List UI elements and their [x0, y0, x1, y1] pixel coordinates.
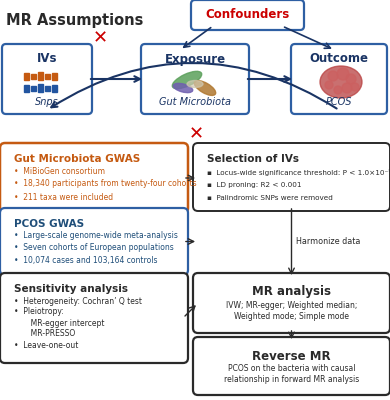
Text: ▪  Palindromic SNPs were removed: ▪ Palindromic SNPs were removed: [207, 195, 333, 201]
Text: Gut Microbiota: Gut Microbiota: [159, 97, 231, 107]
Bar: [52, 72, 57, 80]
Text: PCOS on the bacteria with causal
relationship in forward MR analysis: PCOS on the bacteria with causal relatio…: [224, 364, 359, 384]
Bar: [31, 74, 35, 78]
FancyBboxPatch shape: [193, 273, 390, 333]
FancyBboxPatch shape: [2, 44, 92, 114]
Bar: [31, 86, 35, 90]
Text: •  Large-scale genome-wide meta-analysis: • Large-scale genome-wide meta-analysis: [14, 232, 178, 240]
Text: •  Leave-one-out: • Leave-one-out: [14, 340, 78, 350]
Text: Exposure: Exposure: [165, 52, 225, 66]
Text: Sensitivity analysis: Sensitivity analysis: [14, 284, 128, 294]
Ellipse shape: [173, 83, 193, 93]
Text: Confounders: Confounders: [206, 8, 290, 22]
Text: •  211 taxa were included: • 211 taxa were included: [14, 192, 113, 202]
Bar: [24, 72, 28, 80]
FancyBboxPatch shape: [193, 143, 390, 211]
Text: MR Assumptions: MR Assumptions: [6, 13, 144, 28]
FancyBboxPatch shape: [193, 337, 390, 395]
Text: ✕: ✕: [92, 29, 108, 47]
Text: ▪  LD proning: R2 < 0.001: ▪ LD proning: R2 < 0.001: [207, 182, 301, 188]
Text: Selection of IVs: Selection of IVs: [207, 154, 299, 164]
FancyBboxPatch shape: [0, 143, 188, 213]
Ellipse shape: [351, 83, 359, 91]
FancyBboxPatch shape: [0, 208, 188, 275]
Text: •  MiBioGen consortium: • MiBioGen consortium: [14, 166, 105, 176]
Text: Outcome: Outcome: [310, 52, 369, 66]
Text: PCOS: PCOS: [326, 97, 352, 107]
FancyBboxPatch shape: [191, 0, 304, 30]
Text: •  Pleiotropy:: • Pleiotropy:: [14, 308, 64, 316]
FancyBboxPatch shape: [141, 44, 249, 114]
Bar: [45, 86, 50, 90]
Text: Gut Microbiota GWAS: Gut Microbiota GWAS: [14, 154, 140, 164]
Text: ✕: ✕: [188, 125, 204, 143]
Bar: [38, 72, 43, 80]
Text: •  Heterogeneity: Cochran’ Q test: • Heterogeneity: Cochran’ Q test: [14, 296, 142, 306]
FancyBboxPatch shape: [291, 44, 387, 114]
Ellipse shape: [328, 71, 338, 81]
Ellipse shape: [325, 81, 333, 89]
Ellipse shape: [172, 71, 202, 89]
Ellipse shape: [194, 81, 216, 95]
Text: •  10,074 cases and 103,164 controls: • 10,074 cases and 103,164 controls: [14, 256, 158, 264]
Bar: [24, 84, 28, 92]
Ellipse shape: [346, 74, 356, 84]
Text: MR-egger intercept: MR-egger intercept: [14, 318, 105, 328]
FancyBboxPatch shape: [0, 273, 188, 363]
Ellipse shape: [337, 68, 349, 80]
Text: Harmonize data: Harmonize data: [296, 238, 360, 246]
Text: PCOS GWAS: PCOS GWAS: [14, 219, 84, 229]
Text: MR-PRESSO: MR-PRESSO: [14, 330, 75, 338]
Text: ▪  Locus-wide significance threshold: P < 1.0×10⁻⁵: ▪ Locus-wide significance threshold: P <…: [207, 168, 390, 176]
Text: •  18,340 participants from twenty-four cohorts: • 18,340 participants from twenty-four c…: [14, 180, 197, 188]
Text: •  Seven cohorts of European populations: • Seven cohorts of European populations: [14, 244, 174, 252]
Text: Reverse MR: Reverse MR: [252, 350, 331, 362]
Bar: [45, 74, 50, 78]
Text: IVW; MR-egger; Weighted median;
Weighted mode; Simple mode: IVW; MR-egger; Weighted median; Weighted…: [226, 301, 357, 321]
Text: MR analysis: MR analysis: [252, 286, 331, 298]
Text: IVs: IVs: [37, 52, 57, 66]
Ellipse shape: [187, 80, 203, 88]
Bar: [38, 84, 43, 92]
Ellipse shape: [320, 66, 362, 98]
Bar: [52, 84, 57, 92]
Text: Snps: Snps: [35, 97, 59, 107]
Ellipse shape: [342, 83, 352, 93]
Ellipse shape: [334, 86, 342, 94]
